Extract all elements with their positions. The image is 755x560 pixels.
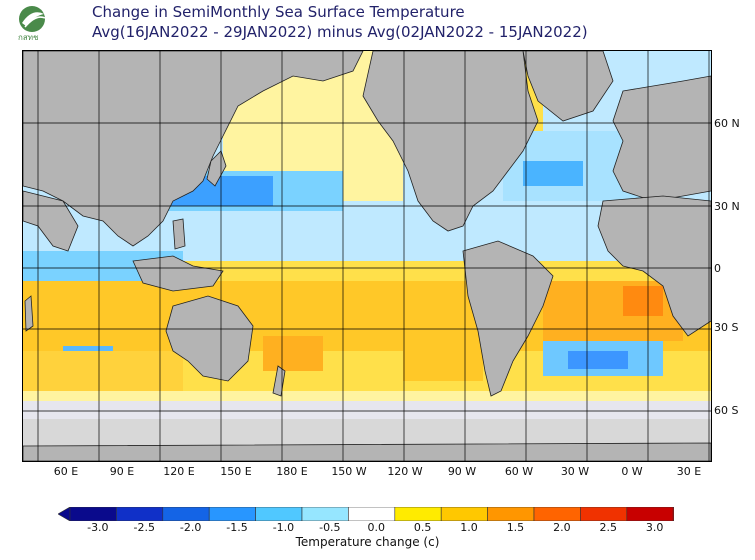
longitude-label: 120 E: [163, 465, 195, 478]
colorbar: [58, 507, 674, 521]
agency-logo: กสทช: [14, 4, 70, 42]
latitude-label: 60 S: [714, 404, 739, 417]
colorbar-tick-label: 0.0: [367, 521, 385, 534]
greenland: [522, 51, 614, 122]
longitude-label: 150 W: [331, 465, 367, 478]
colorbar-tick-label: -2.5: [133, 521, 155, 534]
longitude-label: 0 W: [621, 465, 643, 478]
colorbar-tick-label: 2.0: [553, 521, 571, 534]
longitude-label: 60 E: [53, 465, 79, 478]
longitude-label: 30 W: [560, 465, 590, 478]
lat-lon-grid: [23, 51, 711, 461]
australia: [165, 295, 254, 382]
asia-landmass: [23, 51, 364, 247]
colorbar-tick-label: -3.0: [87, 521, 109, 534]
chart-subtitle: Avg(16JAN2022 - 29JAN2022) minus Avg(02J…: [92, 23, 588, 41]
colorbar-segment: [255, 507, 303, 521]
colorbar-segment: [580, 507, 628, 521]
colorbar-min-arrow: [58, 507, 71, 521]
colorbar-segment: [116, 507, 164, 521]
land-masses: [23, 51, 711, 461]
colorbar-segment: [301, 507, 349, 521]
latitude-label: 0: [714, 262, 721, 275]
south-america: [462, 240, 554, 397]
europe: [612, 75, 711, 202]
longitude-label: 90 E: [109, 465, 135, 478]
colorbar-max-arrow: [672, 507, 674, 521]
sst-map-canvas: [23, 51, 711, 461]
longitude-label: 60 W: [504, 465, 534, 478]
colorbar-segment: [69, 507, 117, 521]
longitude-label: 180 E: [276, 465, 308, 478]
maritime-continent: [132, 255, 224, 292]
colorbar-segment: [440, 507, 488, 521]
latitude-label: 30 N: [714, 200, 740, 213]
colorbar-tick-label: 2.5: [599, 521, 617, 534]
chart-title: Change in SemiMonthly Sea Surface Temper…: [92, 3, 465, 21]
colorbar-segment: [348, 507, 396, 521]
madagascar: [24, 295, 34, 332]
philippines: [172, 218, 186, 250]
colorbar-tick-label: -1.0: [272, 521, 295, 534]
sst-anomaly-map: [22, 50, 712, 462]
colorbar-segment: [487, 507, 535, 521]
latitude-label: 30 S: [714, 321, 739, 334]
longitude-label: 90 W: [447, 465, 477, 478]
colorbar-tick-label: 1.5: [506, 521, 525, 534]
colorbar-tick-label: 0.5: [413, 521, 432, 534]
colorbar-tick-label: -2.0: [179, 521, 202, 534]
colorbar-tick-label: -0.5: [319, 521, 341, 534]
colorbar-segment: [394, 507, 442, 521]
colorbar-segment: [208, 507, 256, 521]
colorbar-tick-label: -1.5: [226, 521, 248, 534]
longitude-label: 120 W: [387, 465, 423, 478]
svg-text:กสทช: กสทช: [18, 33, 39, 42]
latitude-label: 60 N: [714, 117, 740, 130]
longitude-label: 30 E: [676, 465, 702, 478]
colorbar-tick-label: 3.0: [645, 521, 664, 534]
colorbar-segment: [533, 507, 581, 521]
longitude-label: 150 E: [220, 465, 252, 478]
colorbar-label: Temperature change (c): [295, 535, 440, 549]
colorbar-segment: [162, 507, 210, 521]
colorbar-segment: [626, 507, 674, 521]
north-america: [362, 51, 539, 232]
colorbar-tick-label: 1.0: [460, 521, 478, 534]
africa: [597, 195, 711, 337]
antarctica: [23, 442, 711, 461]
